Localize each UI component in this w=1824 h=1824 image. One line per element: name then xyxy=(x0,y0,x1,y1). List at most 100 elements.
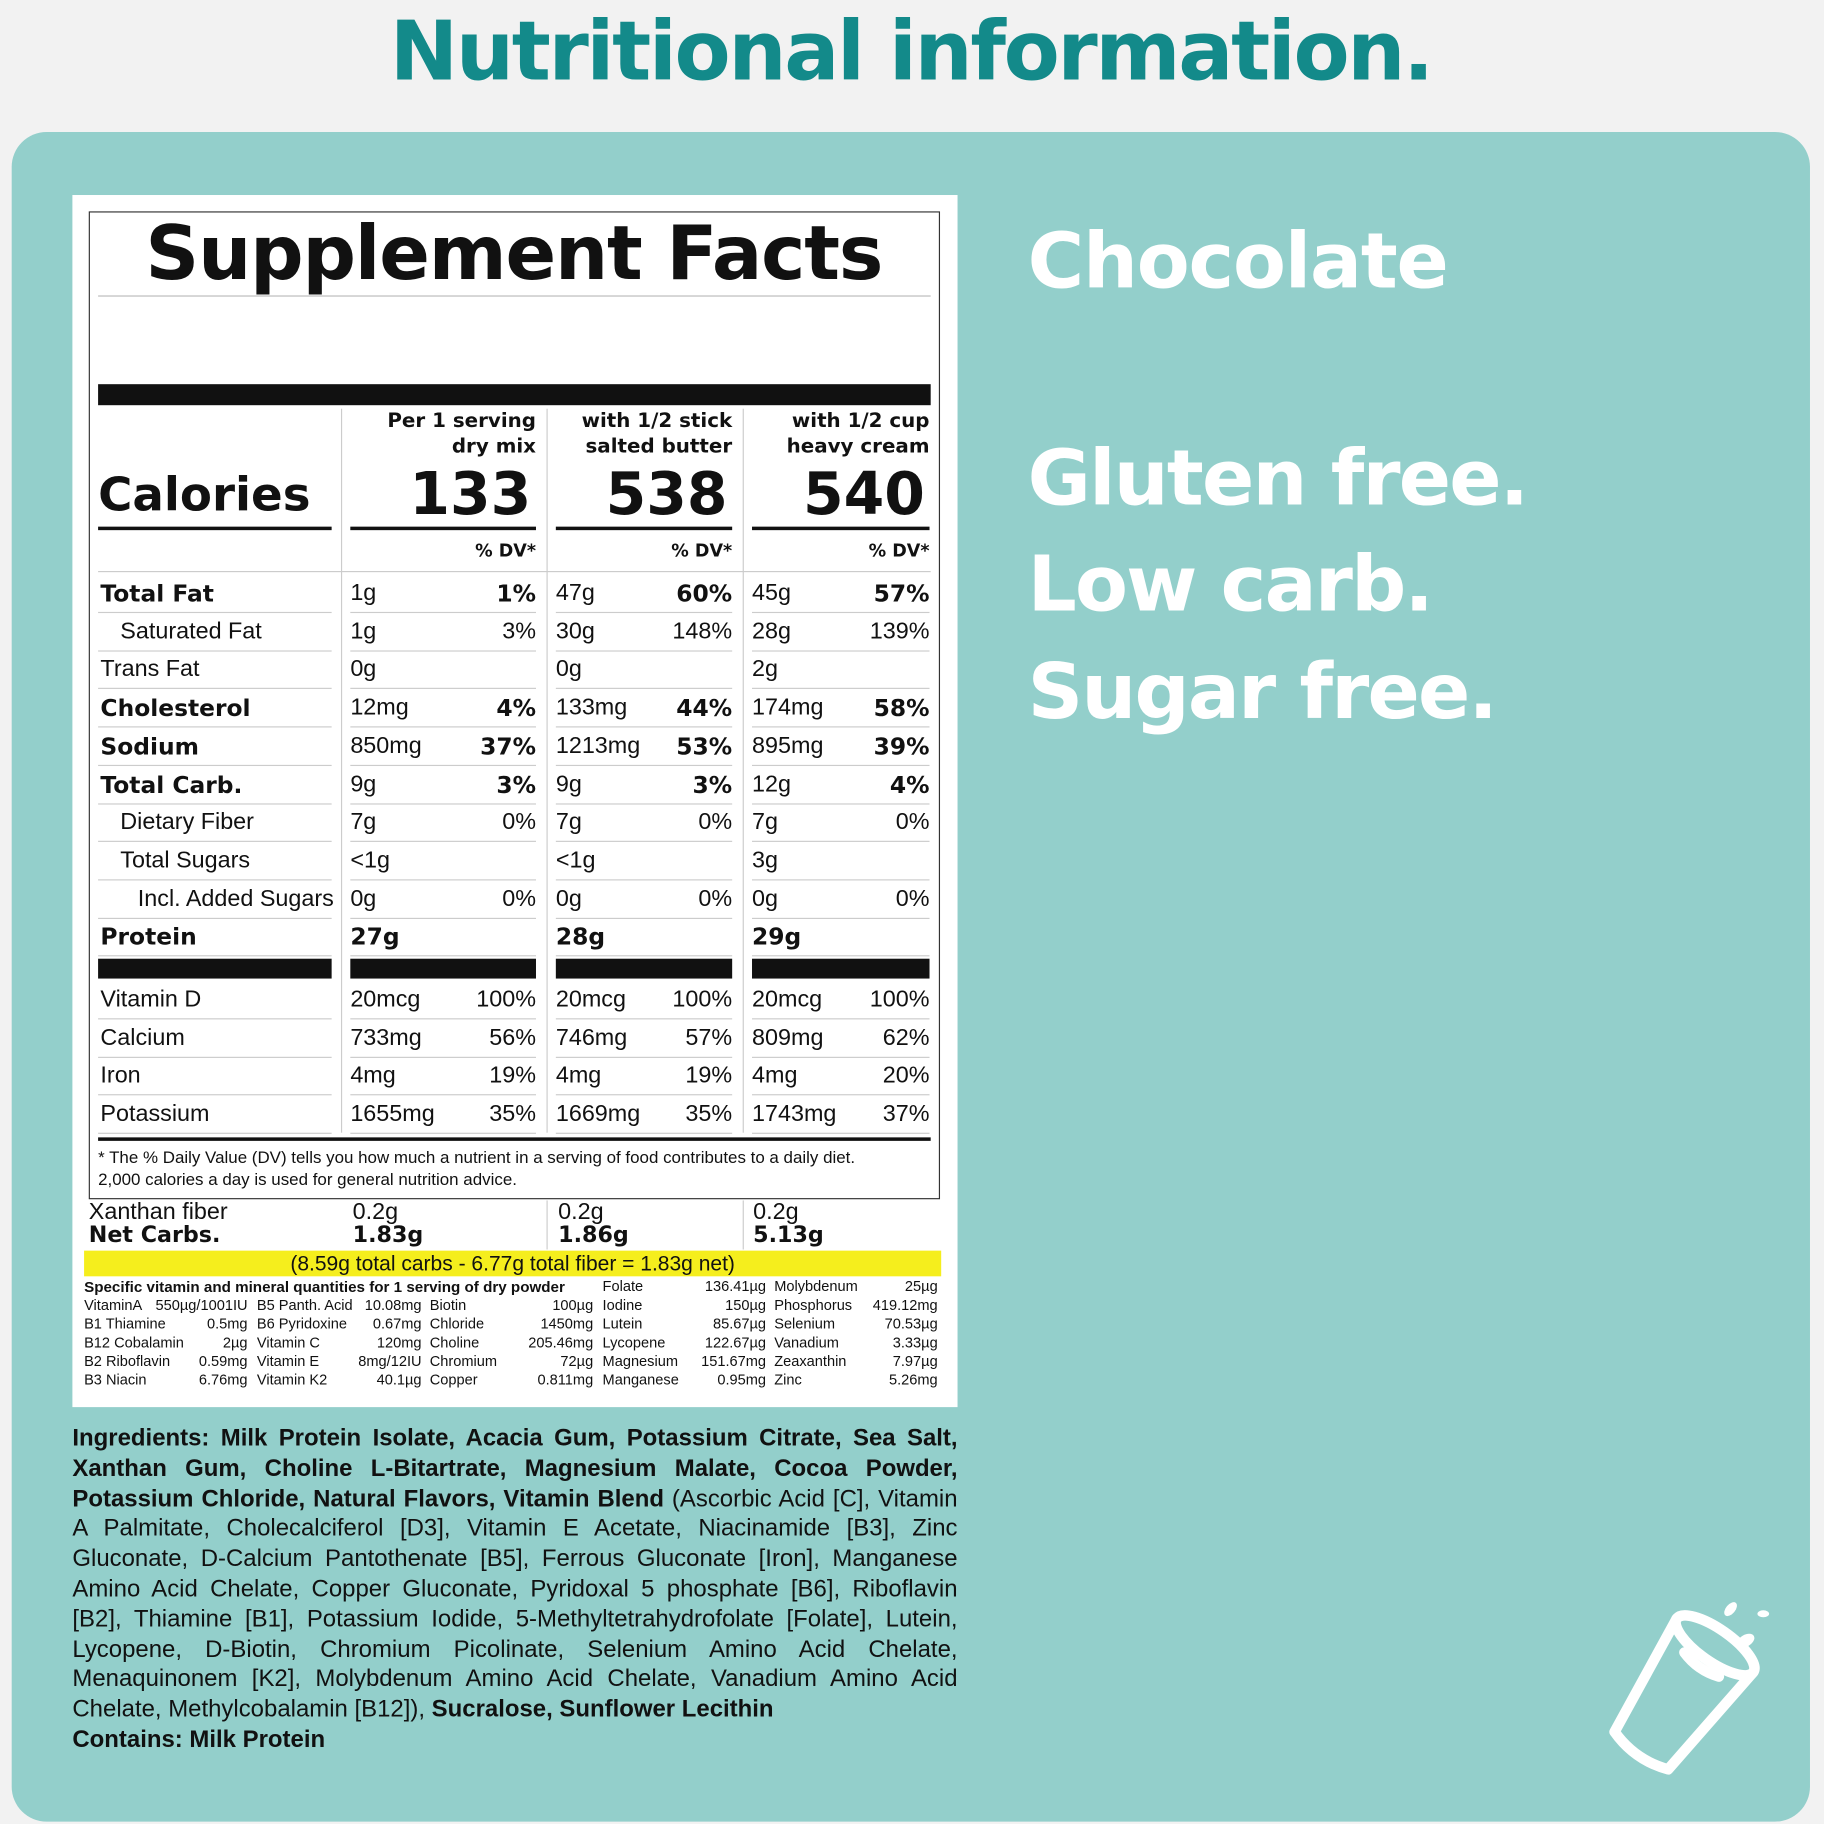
amount: 20mcg xyxy=(752,986,823,1013)
micro-name: Copper xyxy=(429,1371,478,1389)
calories-value: 538 xyxy=(605,460,728,528)
micro-name: Magnesium xyxy=(602,1353,679,1370)
calories-value: 540 xyxy=(802,460,925,528)
micro-name: Lutein xyxy=(602,1315,643,1333)
column-divider xyxy=(742,408,744,1133)
micro-value: 0.811mg xyxy=(537,1371,594,1389)
rule xyxy=(555,802,733,804)
rule xyxy=(555,688,733,690)
micro-name: B2 Riboflavin xyxy=(84,1353,171,1370)
column-header: with 1/2 cup xyxy=(791,409,930,433)
extra-value: 5.13g xyxy=(753,1222,824,1248)
rule xyxy=(98,571,931,573)
amount: 29g xyxy=(752,922,802,951)
rule xyxy=(752,650,930,652)
rule xyxy=(350,879,536,881)
column-header: heavy cream xyxy=(786,434,930,459)
rule xyxy=(98,802,332,804)
nutrient-name: Saturated Fat xyxy=(120,618,262,645)
rule xyxy=(350,1056,536,1058)
micro-value: 150µg xyxy=(725,1297,767,1314)
nutrient-name: Iron xyxy=(100,1062,141,1089)
column-divider xyxy=(546,408,548,1133)
rule xyxy=(98,955,332,957)
rule xyxy=(752,879,930,881)
micro-name: B6 Pyridoxine xyxy=(256,1315,347,1333)
daily-value: 35% xyxy=(489,1100,536,1127)
micro-name: B12 Cobalamin xyxy=(84,1334,184,1351)
amount: 45g xyxy=(752,580,791,607)
nutrient-name: Vitamin D xyxy=(100,986,202,1013)
amount: 1669mg xyxy=(555,1100,641,1127)
rule xyxy=(350,802,536,804)
rule xyxy=(350,955,536,957)
micro-name: Vitamin K2 xyxy=(256,1371,328,1389)
rule xyxy=(752,688,930,690)
micro-value: 10.08mg xyxy=(364,1297,422,1314)
micro-value: 6.76mg xyxy=(198,1371,248,1389)
micro-value: 40.1µg xyxy=(376,1371,422,1389)
daily-value: 3% xyxy=(502,618,536,645)
micro-value: 122.67µg xyxy=(704,1334,767,1351)
micro-name: Vitamin E xyxy=(256,1353,320,1370)
micro-value: 136.41µg xyxy=(704,1278,767,1295)
amount: 9g xyxy=(555,771,582,797)
amount: 12mg xyxy=(350,694,409,721)
micro-value: 2µg xyxy=(222,1334,248,1351)
daily-value: 0% xyxy=(895,809,930,836)
rule xyxy=(555,879,733,881)
daily-value: 4% xyxy=(496,693,536,722)
rule xyxy=(350,1132,536,1134)
rule xyxy=(555,726,733,728)
rule xyxy=(555,917,733,919)
daily-value: 3% xyxy=(692,770,733,799)
daily-value: 148% xyxy=(672,618,733,645)
micro-value: 120mg xyxy=(376,1334,422,1351)
rule xyxy=(98,611,332,614)
rule xyxy=(555,650,733,652)
calories-underline xyxy=(98,526,332,531)
micro-value: 70.53µg xyxy=(884,1315,938,1333)
daily-value: 20% xyxy=(882,1062,930,1089)
claim: Sugar free. xyxy=(1027,646,1498,737)
amount: 4mg xyxy=(752,1062,798,1089)
amount: 1g xyxy=(350,618,377,645)
black-bar xyxy=(555,958,733,979)
micro-value: 1450mg xyxy=(540,1315,594,1333)
micro-name: Vanadium xyxy=(774,1334,839,1351)
rule xyxy=(555,1132,733,1134)
rule xyxy=(752,1018,930,1020)
micro-name: Zinc xyxy=(774,1371,802,1389)
amount: 2g xyxy=(752,656,779,683)
micro-value: 72µg xyxy=(560,1353,594,1370)
nutrient-name: Total Sugars xyxy=(120,847,251,874)
rule xyxy=(752,802,930,804)
amount: 1743mg xyxy=(752,1100,837,1127)
daily-value: 1% xyxy=(496,579,536,608)
rule xyxy=(555,1056,733,1058)
rule xyxy=(350,650,536,652)
nutrient-name: Total Fat xyxy=(100,579,214,608)
nutrient-name: Dietary Fiber xyxy=(120,809,254,836)
ingredient-text: Sucralose, Sunflower Lecithin xyxy=(425,1695,774,1723)
daily-value: 56% xyxy=(489,1024,536,1051)
rule xyxy=(555,1018,733,1020)
daily-value: 62% xyxy=(882,1024,930,1051)
rule xyxy=(98,650,332,652)
daily-value: 57% xyxy=(685,1024,733,1051)
column-divider xyxy=(546,1200,548,1250)
amount: 1655mg xyxy=(350,1100,435,1127)
rule xyxy=(752,840,930,843)
micro-name: Manganese xyxy=(602,1371,679,1389)
rule xyxy=(98,688,332,690)
nutrient-name: Potassium xyxy=(100,1100,210,1127)
page-title: Nutritional information. xyxy=(389,3,1434,100)
rule xyxy=(98,295,931,297)
amount: 28g xyxy=(555,922,606,951)
rule xyxy=(98,764,332,766)
rule xyxy=(350,917,536,919)
calories-underline xyxy=(752,526,930,531)
daily-value: 0% xyxy=(502,809,536,836)
daily-value: 4% xyxy=(889,770,930,799)
